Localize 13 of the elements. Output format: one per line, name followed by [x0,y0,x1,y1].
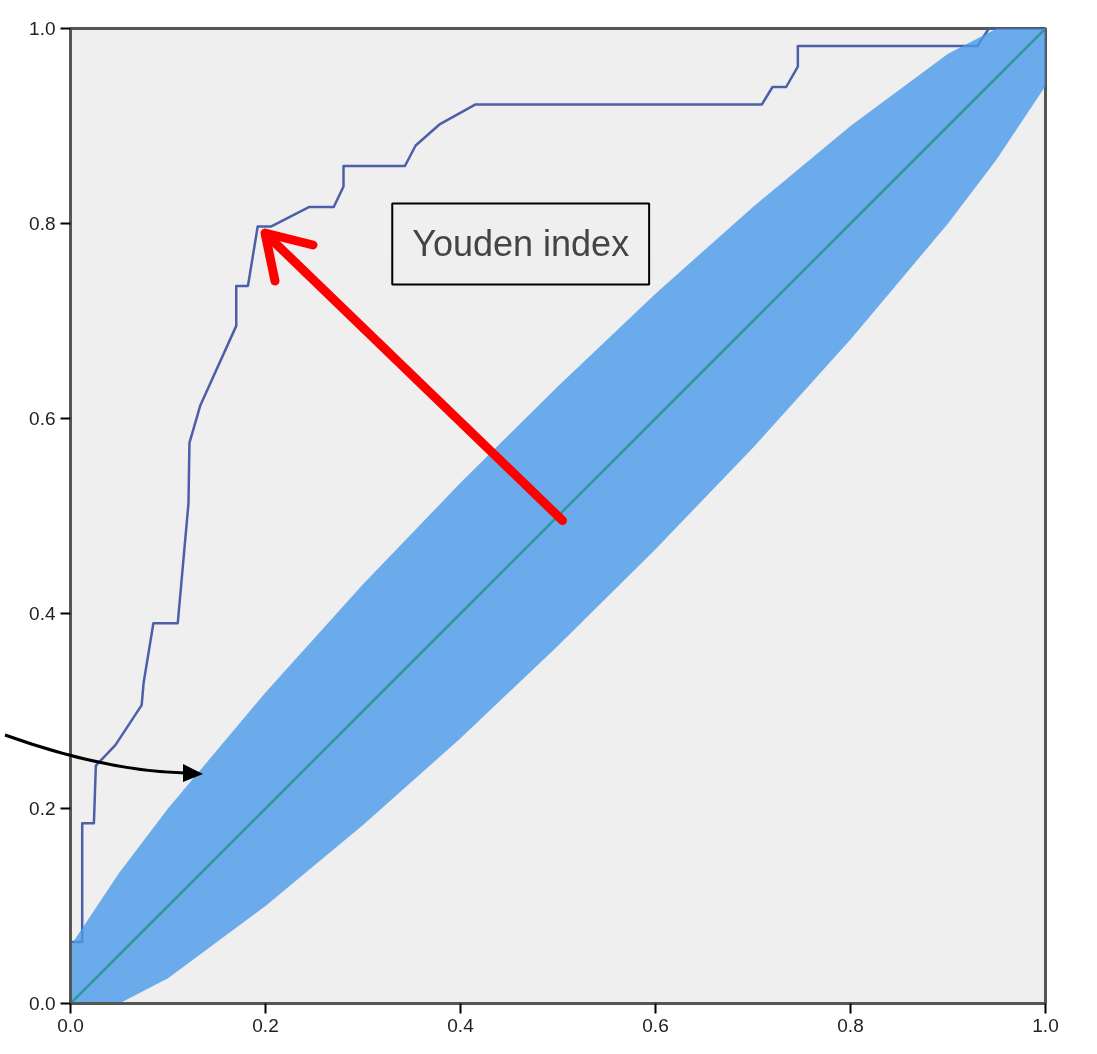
y-tick-label: 0.8 [29,213,56,234]
annotation: Youden index [412,223,630,265]
x-tick-label: 1.0 [1032,1014,1059,1036]
y-tick-label: 0.0 [29,993,56,1014]
y-tick-label: 0.6 [29,408,56,429]
y-tick-label: 0.2 [29,798,56,819]
x-tick-label: 0.0 [57,1014,84,1036]
x-tick-label: 0.8 [837,1014,864,1036]
x-tick-label: 0.4 [447,1014,475,1036]
x-tick-label: 0.2 [252,1014,279,1036]
x-tick-label: 0.6 [642,1014,669,1036]
y-tick-label: 1.0 [29,18,56,39]
y-tick-label: 0.4 [29,603,56,624]
